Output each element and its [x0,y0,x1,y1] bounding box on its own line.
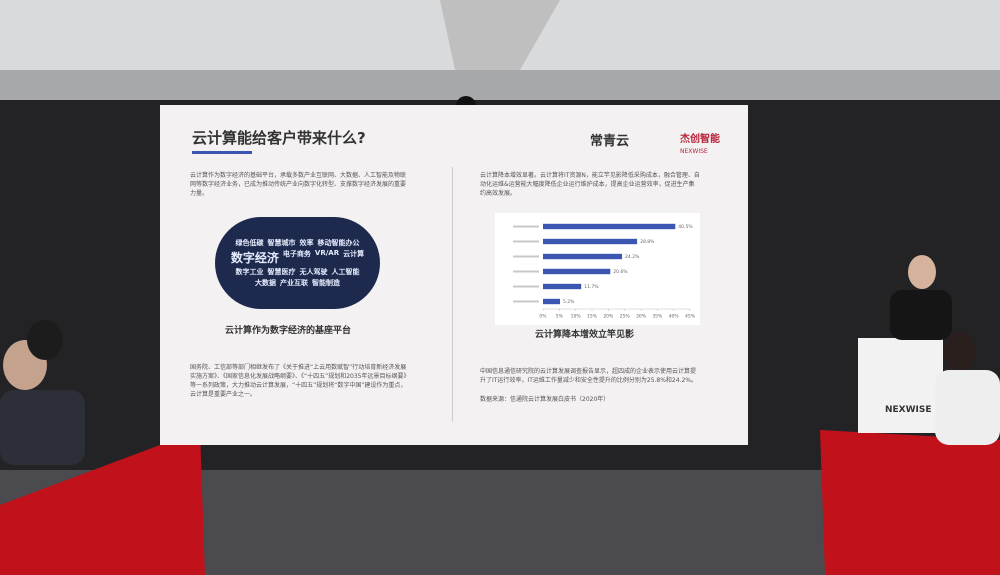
cloud-word: 电子商务 [282,250,311,258]
x-tick-label: 45% [685,314,696,320]
ceiling-beam [0,70,1000,100]
cloud-word: 人工智能 [331,268,360,276]
left-intro: 云计算作为数字经济的基础平台，承载多数产业互联网、大数据、人工智能及物联网等数字… [190,172,407,197]
attendee-body [935,370,1000,445]
x-tick-label: 30% [636,314,647,320]
attendee-head [27,320,63,360]
cloud-word: 数字工业 [235,268,264,276]
podium-brand: NEXWISE [885,405,932,415]
cloud-caption: 云计算作为数字经济的基座平台 [225,326,352,336]
x-tick-label: 0% [539,314,547,320]
x-tick-label: 5% [556,314,564,320]
left-table [0,430,205,575]
cloud-word: VR/AR [314,249,340,257]
cloud-word: 智能制造 [312,279,340,287]
cloud-word: 云计算 [343,250,365,258]
value-label: 24.2% [625,254,640,260]
right-table [820,430,1000,575]
policy-text: 国务院、工信部等部门相继发布了《关于推进“上云用数赋智”行动培育新经济发展实施方… [190,364,410,398]
divider [452,167,453,422]
speaker-head [908,255,936,289]
bar-chart: 0% 5% 10% 15% 20% 25% 30% 35% 40% 45% 40.5% 28.8% 24… [495,213,700,325]
speaker-body [890,290,952,340]
brand-name: 杰创智能 [680,134,720,145]
illegible-label [513,285,539,288]
title-underline [192,151,252,154]
x-tick-label: 20% [603,314,614,320]
bar [543,298,560,305]
illegible-label [513,255,539,258]
x-tick-label: 10% [571,314,582,320]
illegible-label [513,225,539,228]
source-text: 数据来源：信通院云计算发展白皮书（2020年） [480,396,610,403]
x-tick-label: 15% [587,314,598,320]
illegible-label [513,270,539,273]
value-label: 5.2% [563,299,575,305]
bar [543,238,638,245]
bar [543,253,623,260]
ceiling-light [440,0,560,70]
chart-caption: 云计算降本增效立竿见影 [535,330,635,340]
illegible-label [513,300,539,303]
illegible-label [513,240,539,243]
attendee-head [944,333,976,371]
value-label: 28.8% [640,239,655,245]
x-tick-label: 40% [669,314,680,320]
cloud-word: 产业互联 [280,279,308,287]
cloud-word: 智慧城市 [267,239,296,247]
report-text: 中国信息通信研究院的云计算发展调查报告显示，超四成的企业表示使用云计算提升了IT… [480,368,697,384]
cloud-word: 无人驾驶 [299,268,328,276]
right-intro: 云计算降本增效显著。云计算将IT资源N，能立竿见影降低采购成本，融合管理、自动化… [480,172,700,197]
brand-en: NEXWISE [680,148,708,155]
value-label: 11.7% [584,284,599,290]
bar [543,223,676,230]
cloud-word: 移动智能办公 [317,239,360,247]
cloud-word: 数字经济 [230,251,279,265]
word-cloud: 绿色低碳 智慧城市 效率 移动智能办公数字经济 电子商务 VR/AR 云计算数字工业 智慧医疗… [215,217,380,309]
bar [543,268,611,275]
logo-text: 常青云 [590,134,630,149]
value-label: 40.5% [678,224,693,230]
slide: 云计算能给客户带来什么? 常青云 杰创智能 NEXWISE 云计算作为数字经济的… [160,105,748,445]
cloud-word: 绿色低碳 [235,239,264,247]
attendee-body [0,390,85,465]
bar [543,283,582,290]
value-label: 20.6% [613,269,628,275]
x-tick-label: 25% [620,314,631,320]
cloud-word: 大数据 [255,279,276,287]
cloud-word: 智慧医疗 [267,268,296,276]
cloud-word: 效率 [299,239,314,247]
x-tick-label: 35% [652,314,663,320]
slide-title: 云计算能给客户带来什么? [192,129,366,147]
podium [858,338,943,433]
